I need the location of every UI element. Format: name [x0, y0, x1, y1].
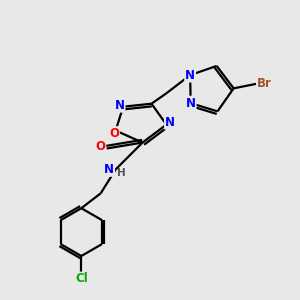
Text: Br: Br	[257, 77, 272, 90]
Text: N: N	[186, 97, 196, 110]
Text: N: N	[185, 69, 195, 82]
Text: O: O	[95, 140, 105, 153]
Text: O: O	[109, 127, 119, 140]
Text: N: N	[104, 163, 114, 176]
Text: H: H	[117, 168, 125, 178]
Text: N: N	[115, 99, 124, 112]
Text: N: N	[165, 116, 175, 129]
Text: Cl: Cl	[75, 272, 88, 286]
